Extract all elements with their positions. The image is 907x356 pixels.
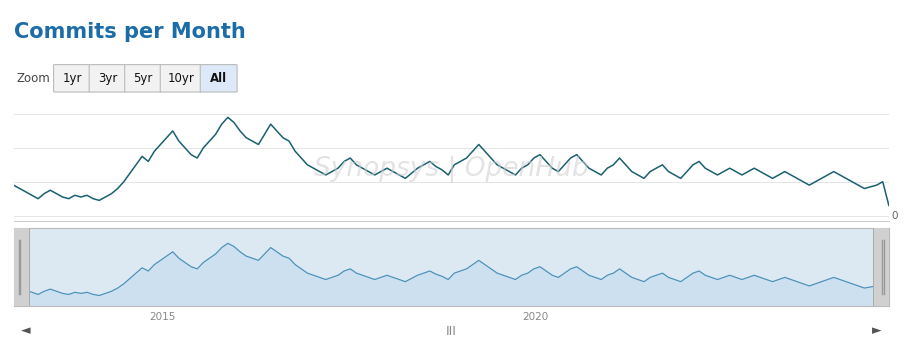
Text: Commits per Month: Commits per Month <box>14 22 246 42</box>
Text: 10yr: 10yr <box>168 72 194 85</box>
Text: ◄: ◄ <box>21 325 30 337</box>
Text: 1yr: 1yr <box>63 72 82 85</box>
Bar <box>873 223 892 306</box>
Text: ►: ► <box>873 325 882 337</box>
Text: 0: 0 <box>892 211 898 221</box>
FancyBboxPatch shape <box>200 65 237 92</box>
Text: Zoom: Zoom <box>16 72 51 85</box>
Bar <box>10 223 29 306</box>
Text: 3yr: 3yr <box>98 72 117 85</box>
FancyBboxPatch shape <box>124 65 161 92</box>
Text: All: All <box>210 72 228 85</box>
Text: 5yr: 5yr <box>133 72 152 85</box>
FancyBboxPatch shape <box>89 65 126 92</box>
FancyBboxPatch shape <box>54 65 91 92</box>
Text: Synopsys | OpenHub: Synopsys | OpenHub <box>314 156 589 183</box>
FancyBboxPatch shape <box>161 65 201 92</box>
Text: III: III <box>446 325 456 337</box>
